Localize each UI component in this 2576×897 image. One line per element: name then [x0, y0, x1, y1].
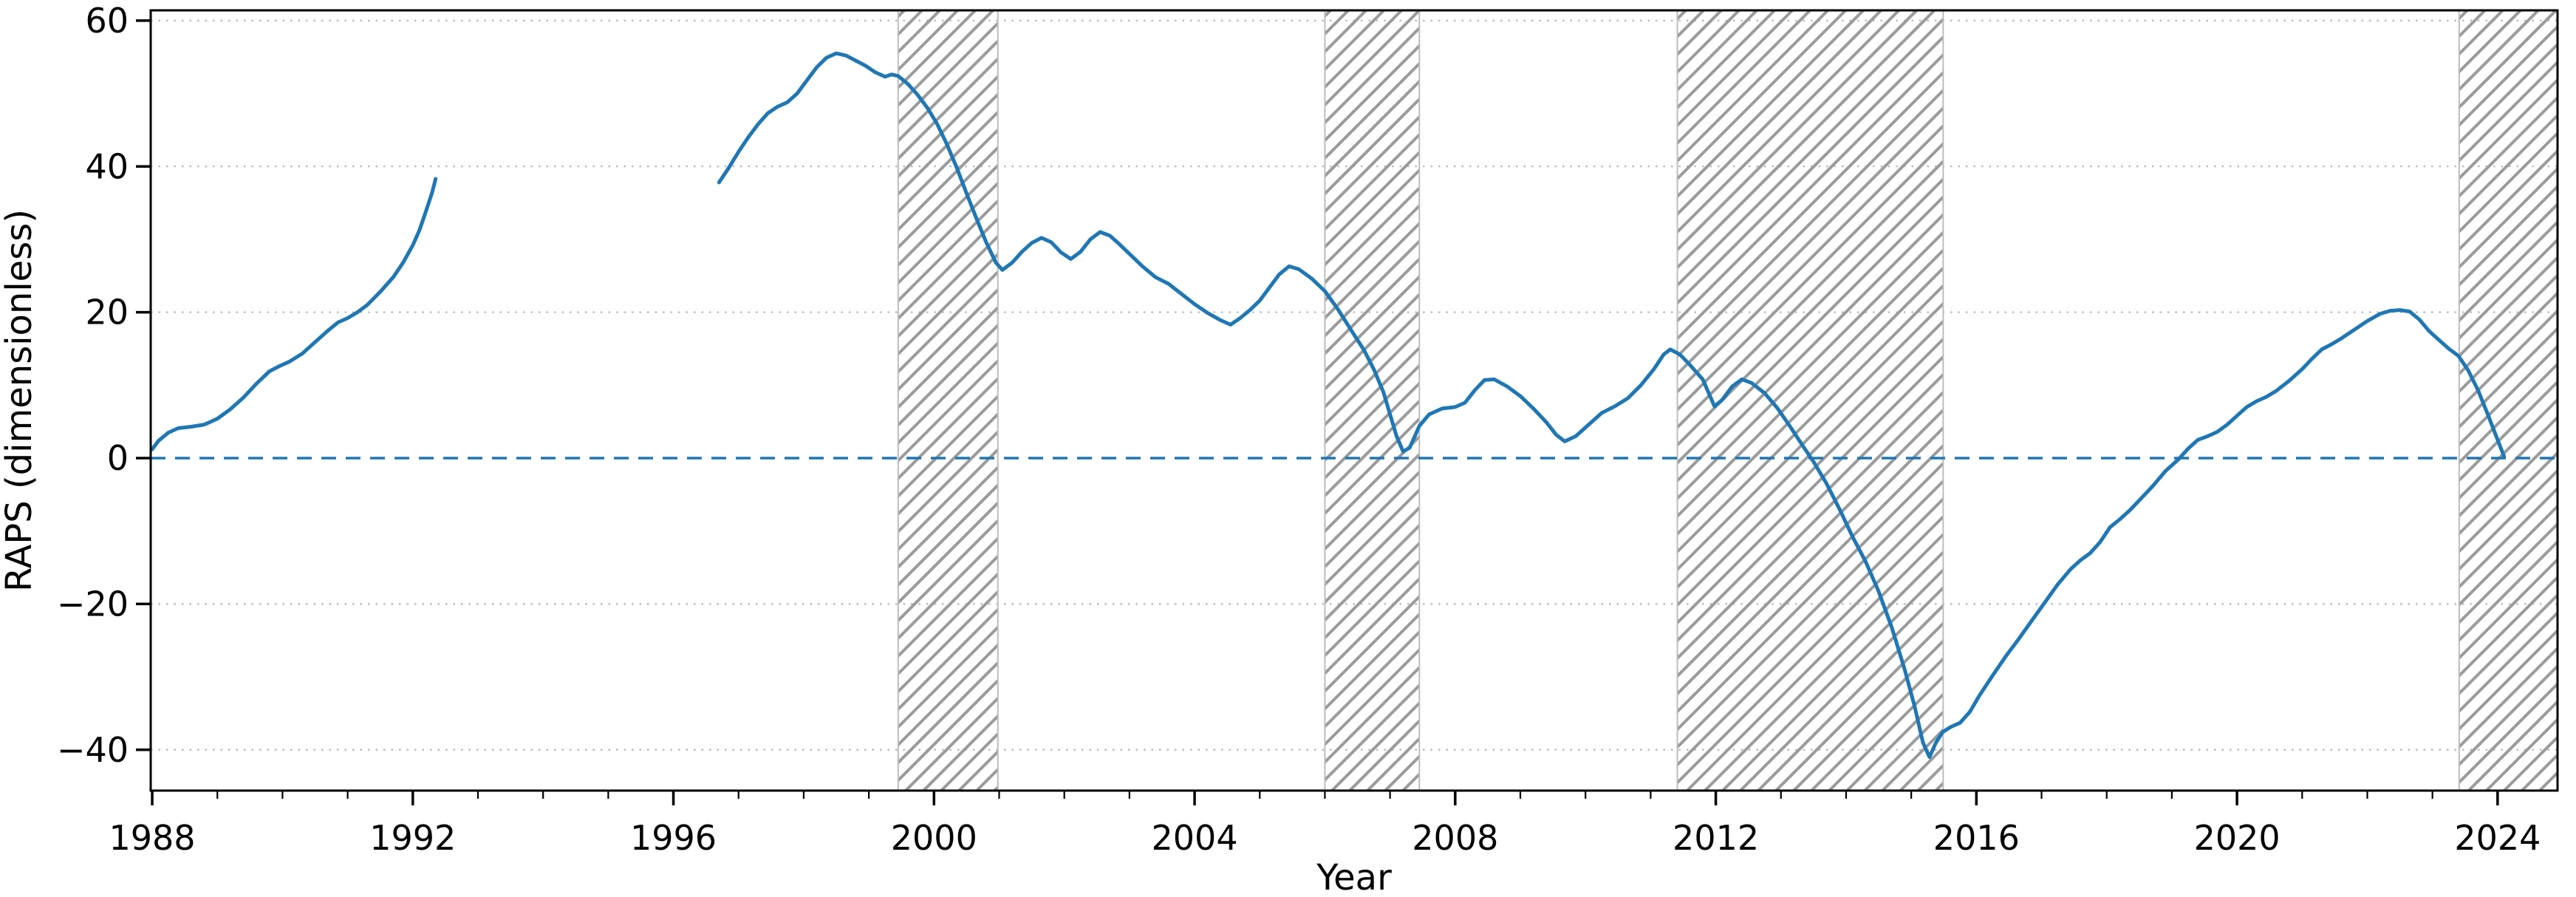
- y-tick-label-0: 0: [107, 438, 129, 478]
- hatched-band-4: [2459, 10, 2558, 791]
- x-tick-label-2020: 2020: [2194, 818, 2281, 858]
- y-axis-label: RAPS (dimensionless): [0, 209, 40, 592]
- x-tick-label-1996: 1996: [630, 818, 717, 858]
- x-axis-label: Year: [1316, 857, 1392, 897]
- hatched-bands: [897, 10, 2558, 791]
- tick-labels: 1988 1992 1996 2000 2004 2008 2012 2016 2020 2024…: [57, 1, 2541, 858]
- y-tick-label--20: −20: [57, 584, 129, 624]
- raps-line-segment-2: [717, 51, 2507, 760]
- y-tick-label-20: 20: [85, 293, 129, 332]
- y-tick-label-60: 60: [85, 1, 129, 41]
- x-tick-label-2000: 2000: [891, 818, 977, 858]
- hatched-band-1: [898, 10, 998, 791]
- x-tick-label-2008: 2008: [1412, 818, 1498, 858]
- raps-line-segment-1: [150, 177, 438, 451]
- x-tick-label-2016: 2016: [1933, 818, 2020, 858]
- x-tick-label-2024: 2024: [2454, 818, 2541, 858]
- y-tick-label-40: 40: [85, 146, 129, 186]
- hatched-band-2: [1325, 10, 1420, 791]
- x-tick-label-1992: 1992: [369, 818, 456, 858]
- y-tick-label--40: −40: [57, 730, 129, 770]
- data-series: [150, 51, 2507, 760]
- plot-frame: [149, 9, 2559, 792]
- axis-ticks: [136, 19, 2499, 805]
- hatched-band-3: [1677, 10, 1944, 791]
- x-tick-label-2012: 2012: [1673, 818, 1759, 858]
- x-tick-label-2004: 2004: [1152, 818, 1238, 858]
- x-tick-label-1988: 1988: [109, 818, 195, 858]
